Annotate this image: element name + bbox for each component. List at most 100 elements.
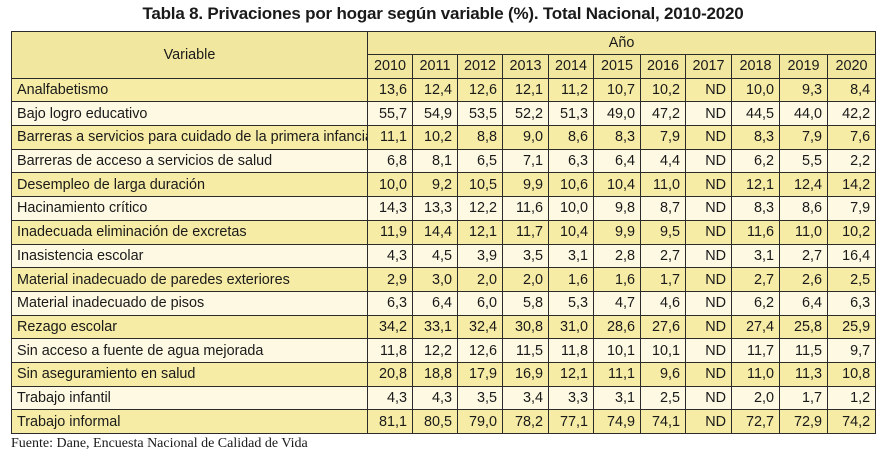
- table-cell: 10,2: [826, 219, 877, 245]
- table-cell: 72,7: [731, 409, 780, 434]
- table-cell: 10,1: [640, 338, 686, 363]
- table-cell: 8,1: [412, 148, 458, 174]
- table-cell: 6,5: [457, 148, 503, 174]
- table-row: Bajo logro educativo 55,7 54,9 53,5 52,2 51,3…: [11, 101, 877, 127]
- table-cell: 5,3: [548, 290, 594, 316]
- table-row: Barreras de acceso a servicios de salud 6…: [11, 148, 877, 174]
- table-cell: 2,8: [593, 243, 641, 269]
- table-cell: 14,2: [826, 172, 877, 198]
- table-cell: 27,4: [731, 314, 780, 340]
- table-cell: 6,2: [731, 290, 780, 316]
- table-cell: 10,8: [826, 361, 877, 387]
- table-cell: 10,0: [548, 196, 594, 221]
- table-cell: 2,0: [457, 267, 503, 292]
- row-label: Trabajo informal: [11, 409, 368, 434]
- table-cell: 2,7: [779, 243, 828, 269]
- table-cell: 6,4: [593, 148, 641, 174]
- table-cell: 81,1: [367, 409, 413, 434]
- table-cell: 31,0: [548, 314, 594, 340]
- table-cell: 10,7: [593, 77, 641, 103]
- year-header: 2011: [412, 54, 458, 79]
- table-cell: 10,2: [412, 125, 458, 150]
- table-cell: 1,6: [593, 267, 641, 292]
- year-header: 2018: [731, 54, 780, 79]
- row-label: Analfabetismo: [11, 77, 368, 103]
- table-cell: 9,5: [640, 219, 686, 245]
- header-row-years: 2010 2011 2012 2013 2014 2015 2016 2017 2018 2019…: [12, 54, 877, 79]
- table-cell: 4,6: [640, 290, 686, 316]
- table-cell: 2,7: [731, 267, 780, 292]
- year-header: 2020: [826, 54, 877, 79]
- table-cell: 4,3: [367, 385, 413, 411]
- table-cell: 7,9: [826, 196, 877, 221]
- table-cell: 11,8: [548, 338, 594, 363]
- table-cell: 3,1: [548, 243, 594, 269]
- table-cell: 14,4: [412, 219, 458, 245]
- row-label: Sin acceso a fuente de agua mejorada: [11, 338, 368, 363]
- table-cell: 11,1: [367, 125, 413, 150]
- table-row: Sin acceso a fuente de agua mejorada 11,8…: [11, 338, 877, 363]
- table-cell: 10,0: [731, 77, 780, 103]
- table-cell: 6,3: [548, 148, 594, 174]
- table-cell: 11,5: [779, 338, 828, 363]
- table-cell: 7,9: [640, 125, 686, 150]
- table-cell: 6,4: [779, 290, 828, 316]
- column-header-year-group: Año: [366, 31, 877, 55]
- table-row: Analfabetismo 13,6 12,4 12,6 12,1 11,2 10,7 10,…: [11, 77, 877, 103]
- table-cell: 11,6: [731, 219, 780, 245]
- table-cell: 44,0: [779, 101, 828, 127]
- table-cell: 32,4: [457, 314, 503, 340]
- table-cell: 9,0: [502, 125, 549, 150]
- table-cell: 2,2: [826, 148, 877, 174]
- table-cell: 2,0: [731, 385, 780, 411]
- table-cell: 10,4: [548, 219, 594, 245]
- table-cell: 49,0: [593, 101, 641, 127]
- table-cell: 6,2: [731, 148, 780, 174]
- column-header-variable: Variable: [11, 31, 368, 79]
- table-cell: 11,0: [779, 219, 828, 245]
- table-cell: 11,7: [502, 219, 549, 245]
- table-cell: 3,0: [412, 267, 458, 292]
- table-cell: 5,5: [779, 148, 828, 174]
- table-cell: 8,4: [826, 77, 877, 103]
- row-label: Trabajo infantil: [11, 385, 368, 411]
- table-cell: 8,3: [593, 125, 641, 150]
- table-cell: 4,5: [412, 243, 458, 269]
- table-cell: 3,5: [502, 243, 549, 269]
- table-cell: 44,5: [731, 101, 780, 127]
- table-cell: 33,1: [412, 314, 458, 340]
- table-cell: 9,2: [412, 172, 458, 198]
- table-row: Trabajo infantil 4,3 4,3 3,5 3,4 3,3 3,1 2,5 ND 2…: [11, 385, 877, 411]
- table-cell: 8,7: [640, 196, 686, 221]
- table-cell: 10,0: [367, 172, 413, 198]
- table-cell: 7,1: [502, 148, 549, 174]
- table-cell: 11,9: [367, 219, 413, 245]
- table-cell: 25,9: [826, 314, 877, 340]
- year-header: 2016: [640, 54, 686, 79]
- header-row-top: Variable Año: [11, 31, 877, 79]
- table-cell: 7,6: [826, 125, 877, 150]
- table-cell: 53,5: [457, 101, 503, 127]
- table-cell: 20,8: [367, 361, 413, 387]
- year-header: 2014: [548, 54, 594, 79]
- table-cell: 1,6: [548, 267, 594, 292]
- row-label: Barreras de acceso a servicios de salud: [11, 148, 368, 174]
- table-cell: 1,2: [826, 385, 877, 411]
- table-cell: 79,0: [457, 409, 503, 434]
- table-cell: 11,0: [640, 172, 686, 198]
- table-cell: 8,6: [779, 196, 828, 221]
- row-label: Barreras a servicios para cuidado de la …: [11, 125, 368, 150]
- row-label: Desempleo de larga duración: [11, 172, 368, 198]
- table-cell: 11,1: [593, 361, 641, 387]
- table-cell: 2,5: [640, 385, 686, 411]
- table-cell: 7,9: [779, 125, 828, 150]
- table-cell: 9,9: [593, 219, 641, 245]
- table-cell: 52,2: [502, 101, 549, 127]
- row-label: Sin aseguramiento en salud: [11, 361, 368, 387]
- table-row: Barreras a servicios para cuidado de la …: [11, 125, 877, 150]
- table-cell: 9,3: [779, 77, 828, 103]
- table-cell: 3,9: [457, 243, 503, 269]
- table-row: Material inadecuado de paredes exteriore…: [11, 267, 877, 292]
- privations-table: Variable Año 2010 2011 2012 2013 2014 2015 201…: [11, 31, 877, 434]
- table-cell: 12,2: [457, 196, 503, 221]
